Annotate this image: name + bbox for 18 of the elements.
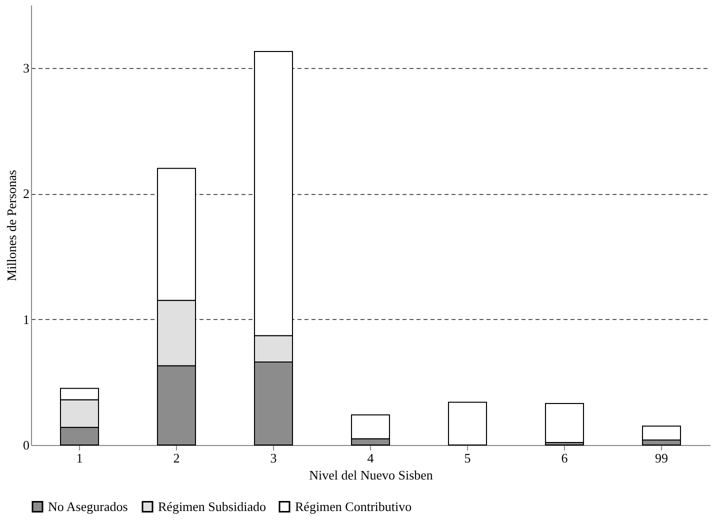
x-tick-label: 5 <box>464 450 471 466</box>
y-tick-label: 0 <box>23 438 30 452</box>
x-axis-title: Nivel del Nuevo Sisben <box>309 468 434 482</box>
x-tick-label: 99 <box>655 450 668 466</box>
x-tick-label: 6 <box>561 450 568 466</box>
y-tick-label: 2 <box>23 186 30 202</box>
y-tick-label: 1 <box>23 312 30 327</box>
legend-label: Régimen Contributivo <box>295 498 412 514</box>
bar <box>545 403 584 443</box>
x-tick-label: 3 <box>270 450 277 466</box>
legend-label: No Asegurados <box>48 498 128 514</box>
y-axis-title: Millones de Personas <box>4 170 19 282</box>
legend-label: Régimen Subsidiado <box>158 498 266 514</box>
y-tick-label: 3 <box>23 60 30 76</box>
x-tick-label: 4 <box>367 450 374 466</box>
x-tick-label: 1 <box>76 450 83 466</box>
bar <box>448 402 487 446</box>
x-tick-label: 2 <box>173 450 180 466</box>
